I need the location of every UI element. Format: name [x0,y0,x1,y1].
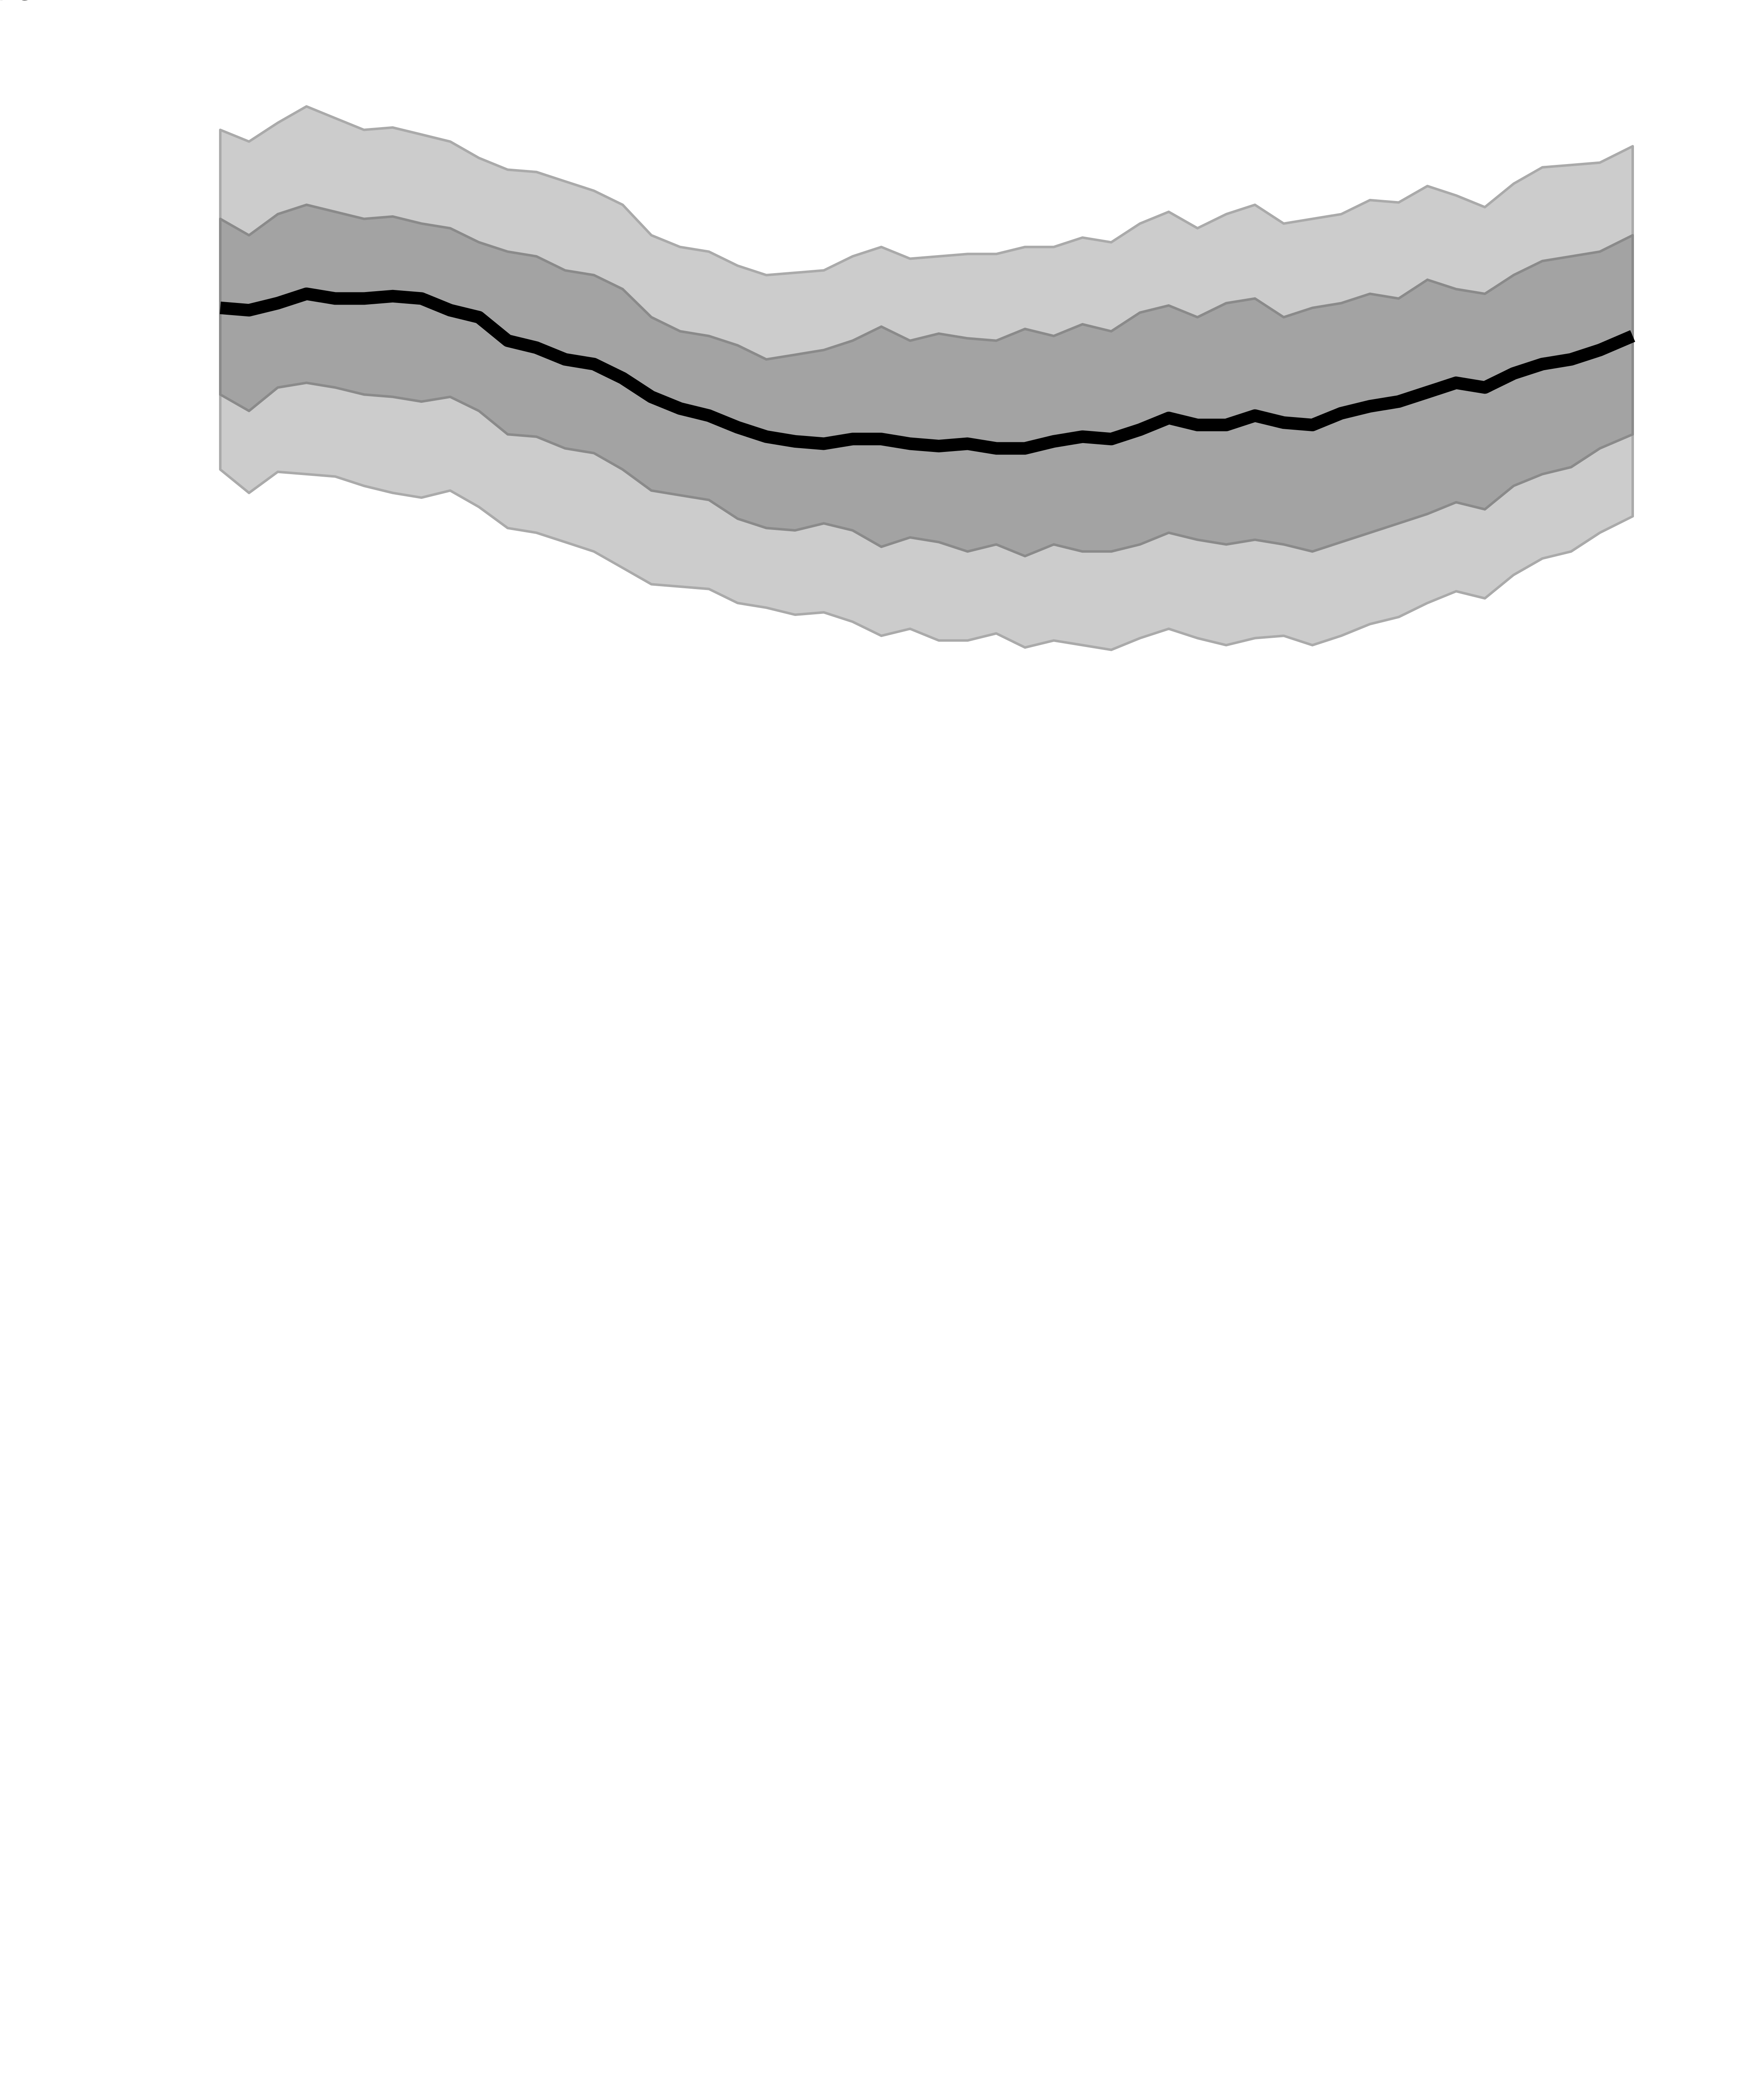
climatology-line [219,287,1635,455]
x-axis-label: Date [0,0,32,7]
panel-a-temperature [219,105,1635,651]
plot-area [219,105,1635,651]
one-std-band [219,204,1634,558]
